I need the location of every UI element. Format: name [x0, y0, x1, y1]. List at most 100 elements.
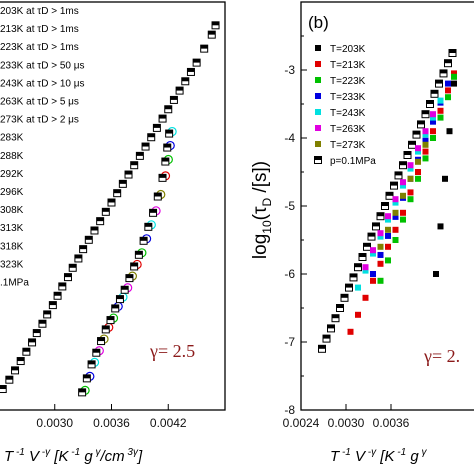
a-point-pressure-fill: [153, 124, 161, 128]
a-point-pressure-fill: [187, 68, 195, 72]
a-legend-entry: 308K: [0, 205, 24, 216]
b-point-pressure-fill: [323, 335, 330, 339]
a-point-pressure: [147, 133, 156, 142]
a-legend-entry: .1MPa: [0, 278, 29, 289]
a-point-temperature-square: [165, 129, 174, 138]
b-point-pressure-fill: [336, 304, 344, 308]
b-point-t273k: [407, 175, 414, 182]
b-point-t203k: [437, 223, 444, 230]
b-point-pressure: [345, 283, 353, 292]
a-legend-entry: 292K: [0, 169, 24, 180]
b-point-t273k: [377, 243, 384, 250]
a-point-pressure: [0, 385, 7, 394]
a-point-temperature-square: [120, 285, 129, 294]
a-point-temperature-square-fill: [121, 286, 129, 290]
a-point-temperature-square: [87, 360, 96, 369]
b-point-t273k: [392, 209, 399, 216]
b-point-t273k: [415, 158, 421, 165]
b-point-t263k: [415, 145, 421, 152]
panel-b-gamma-annotation: γ= 2.: [423, 346, 460, 366]
b-point-t223k: [445, 94, 451, 101]
b-legend-marker-fill: [314, 156, 322, 160]
a-legend-entry: 273K at τD > 2 μs: [0, 115, 79, 126]
b-y-tick-label: -7: [284, 335, 295, 349]
a-point-pressure-fill: [74, 254, 82, 259]
b-legend-marker: [315, 45, 321, 51]
a-point-pressure: [135, 151, 144, 160]
b-point-pressure-fill: [368, 233, 375, 237]
panel-a: 0.0030 0.0036 0.0042 203K at τD > 1ms 213K …: [0, 1, 226, 465]
b-x-tick-label: 0.0030: [328, 416, 365, 430]
a-point-temperature-square: [144, 222, 153, 231]
b-point-pressure: [426, 100, 434, 108]
b-point-pressure-fill: [435, 80, 443, 84]
a-point-temperature-square: [130, 262, 139, 271]
b-legend-marker: [315, 77, 321, 83]
a-point-pressure: [175, 86, 184, 95]
a-point-pressure: [63, 273, 72, 282]
b-legend-marker: [315, 61, 321, 67]
b-point-t273k: [385, 226, 391, 233]
a-point-temperature-square: [101, 325, 110, 334]
a-point-pressure: [79, 245, 88, 254]
a-point-temperature-square-fill: [154, 193, 162, 197]
b-legend-entry: p=0.1MPa: [330, 156, 376, 167]
a-point-pressure-fill: [11, 366, 19, 371]
a-point-temperature-square: [111, 304, 120, 313]
a-point-pressure-fill: [43, 310, 51, 315]
a-point-temperature-square: [153, 192, 162, 201]
a-point-temperature-square-fill: [161, 158, 169, 162]
a-point-pressure-fill: [170, 96, 178, 100]
b-point-pressure-fill: [345, 284, 353, 288]
b-point-pressure: [408, 140, 416, 149]
a-legend-entry: 203K at τD > 1ms: [0, 6, 79, 17]
b-point-t243k: [370, 250, 376, 257]
b-point-pressure: [381, 202, 389, 210]
a-point-pressure-fill: [64, 273, 72, 278]
a-point-temperature-square-fill: [125, 274, 133, 279]
a-legend-entry: 313K: [0, 223, 24, 234]
a-point-pressure-fill: [208, 31, 216, 35]
b-point-pressure: [363, 242, 371, 251]
b-point-pressure: [417, 120, 425, 129]
a-point-pressure: [74, 254, 83, 263]
a-x-tick-label: 0.0030: [36, 416, 73, 430]
a-point-temperature-square: [106, 316, 115, 325]
b-point-pressure-fill: [350, 273, 357, 278]
a-point-temperature-square-fill: [163, 144, 171, 148]
b-point-pressure-fill: [395, 171, 402, 176]
a-point-pressure-fill: [212, 21, 220, 26]
b-point-pressure-fill: [390, 182, 398, 186]
panel-b: 0.0024 0.0030 0.0036-8-7-6-5-4-3 T=203KT=2…: [250, 1, 474, 465]
b-point-pressure: [372, 222, 380, 231]
a-point-pressure: [68, 263, 77, 272]
a-legend-entry: 213K at τD > 1ms: [0, 24, 79, 35]
b-point-pressure-fill: [408, 141, 416, 145]
b-legend-marker: [315, 141, 321, 147]
panel-a-ticks: 0.0030 0.0036 0.0042: [36, 404, 187, 430]
b-point-t223k: [437, 114, 444, 121]
b-point-pressure-fill: [377, 212, 384, 217]
b-point-pressure-fill: [399, 161, 407, 166]
b-point-t223k: [422, 155, 429, 162]
b-legend-entry: T=263K: [330, 124, 366, 135]
a-point-pressure: [181, 77, 190, 86]
b-point-pressure: [394, 171, 403, 180]
panel-b-marks: [318, 49, 457, 353]
a-point-temperature-square: [163, 143, 172, 152]
a-legend-entry: 288K: [0, 151, 24, 162]
a-point-pressure: [200, 44, 209, 53]
b-point-t213k: [377, 260, 384, 267]
a-point-pressure-fill: [119, 180, 127, 184]
b-point-t213k: [451, 70, 457, 77]
a-point-temperature-square: [92, 348, 101, 357]
a-point-temperature-square: [125, 274, 134, 283]
b-point-t263k: [400, 179, 406, 186]
a-point-temperature-square-fill: [83, 374, 91, 379]
a-point-temperature-square-fill: [130, 262, 138, 267]
b-point-t243k: [415, 148, 421, 155]
b-point-t273k: [422, 141, 429, 148]
b-point-pressure-fill: [444, 59, 452, 64]
b-point-pressure: [385, 191, 394, 200]
panel-b-legend: T=203K T=213K T=223K T=233K T=243K T=263K T=27…: [314, 44, 376, 167]
